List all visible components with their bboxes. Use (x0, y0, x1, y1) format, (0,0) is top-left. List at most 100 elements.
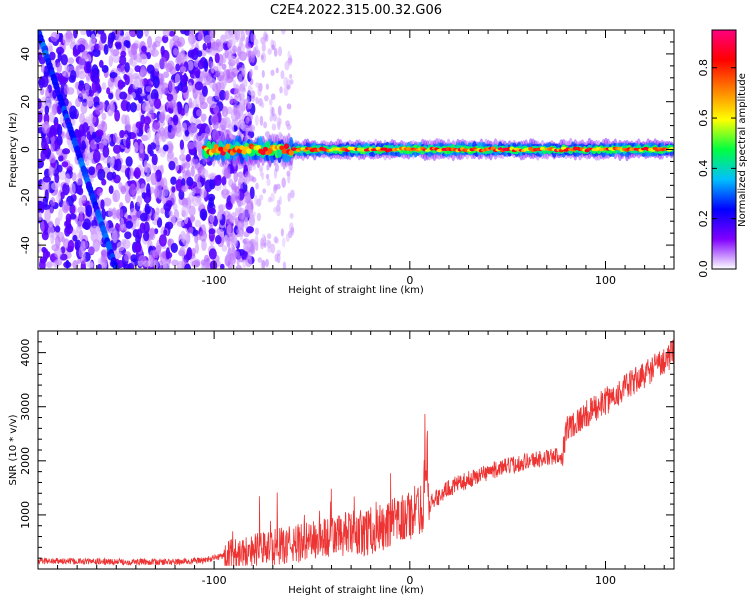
heatmap-cell (81, 50, 90, 60)
heatmap-cell (277, 105, 282, 117)
heatmap-cell (267, 247, 272, 253)
heatmap-cell (187, 124, 196, 133)
heatmap-cell (167, 238, 172, 249)
heatmap-cell (139, 142, 144, 154)
heatmap-cell (125, 137, 131, 150)
heatmap-cell (106, 103, 115, 117)
heatmap-cell (150, 172, 157, 186)
heatmap-xtick-label: -100 (202, 274, 227, 287)
heatmap-cell (225, 143, 231, 150)
heatmap-cell (273, 206, 277, 213)
heatmap-cell (131, 123, 138, 135)
heatmap-xtick-label: 0 (406, 274, 413, 287)
heatmap-cell (254, 114, 259, 126)
heatmap-cell (176, 221, 185, 228)
heatmap-cell (81, 140, 86, 150)
heatmap-cell (229, 95, 234, 104)
heatmap-cell (231, 212, 237, 221)
heatmap-cell (42, 176, 51, 183)
heatmap-cell (254, 235, 259, 246)
heatmap-cell (194, 195, 202, 203)
heatmap-cell (111, 230, 121, 241)
heatmap-cell (55, 258, 63, 266)
heatmap-cell (109, 71, 118, 79)
heatmap-cell (106, 87, 111, 95)
heatmap-cell (232, 45, 238, 54)
heatmap-cell (139, 65, 147, 78)
heatmap-cell (281, 177, 286, 188)
heatmap-cell (189, 215, 196, 223)
heatmap-cell (86, 98, 93, 108)
heatmap-cell (111, 207, 117, 220)
heatmap-cell (49, 206, 54, 214)
heatmap-cell (252, 211, 256, 217)
heatmap-cell (209, 260, 218, 269)
heatmap-cell (226, 250, 231, 262)
snr-ticks: -100 0 100 1000 2000 3000 4000 (19, 330, 674, 587)
heatmap-cell (38, 98, 42, 110)
heatmap-cell (82, 218, 92, 231)
heatmap-cell (50, 197, 56, 207)
heatmap-cell (170, 126, 176, 139)
heatmap-cell (168, 79, 175, 92)
heatmap-cell (265, 33, 269, 42)
heatmap-cell (287, 192, 291, 202)
colorbar-ticks: 0.0 0.2 0.4 0.6 0.8 (697, 59, 736, 278)
heatmap-cell (248, 208, 253, 215)
heatmap-cell (129, 168, 134, 180)
heatmap-cell (92, 149, 101, 163)
heatmap-cell (74, 240, 79, 251)
heatmap-cell (69, 105, 77, 119)
heatmap-cell (289, 212, 294, 219)
heatmap-cell (223, 111, 227, 122)
heatmap-cell (286, 84, 291, 90)
heatmap-cell (85, 61, 92, 74)
heatmap-cell (247, 242, 252, 248)
heatmap-cell (59, 253, 68, 261)
heatmap-cell (208, 196, 214, 209)
heatmap-cell (226, 41, 231, 49)
heatmap-cell (154, 36, 163, 44)
heatmap-cell (287, 50, 291, 60)
heatmap-cell (125, 156, 133, 167)
heatmap-cell (136, 195, 142, 207)
heatmap-cell (145, 85, 152, 93)
heatmap-cell (187, 81, 193, 93)
heatmap-cell (253, 38, 259, 46)
heatmap-cell (290, 189, 295, 199)
heatmap-cell (229, 74, 234, 82)
heatmap-cell (169, 99, 176, 110)
heatmap-cell (163, 202, 172, 212)
heatmap-cell (71, 172, 77, 181)
heatmap-cell (259, 115, 264, 126)
heatmap-cell (260, 54, 264, 60)
heatmap-cell (58, 170, 67, 181)
heatmap-cell (85, 82, 90, 92)
heatmap-cell (188, 33, 193, 45)
heatmap-cell (260, 102, 265, 109)
heatmap-cell (42, 248, 49, 261)
heatmap-cell (242, 259, 247, 269)
heatmap-cell (273, 47, 278, 57)
heatmap-cell (136, 52, 143, 63)
heatmap-cell (120, 186, 127, 195)
heatmap-cell (48, 155, 57, 164)
heatmap-cell (77, 206, 85, 214)
heatmap-cell (216, 213, 223, 221)
heatmap-cell (271, 106, 275, 117)
heatmap-cell (123, 263, 132, 269)
snr-ytick-label: 3000 (19, 393, 32, 421)
heatmap-cell (114, 158, 122, 172)
heatmap-cell (115, 42, 122, 50)
heatmap-cell (263, 95, 269, 102)
heatmap-cell (186, 141, 195, 150)
heatmap-cell (115, 67, 122, 76)
heatmap-cell (142, 260, 151, 267)
heatmap-cell (119, 91, 128, 100)
heatmap-cell (124, 231, 132, 240)
heatmap-cell (141, 45, 147, 53)
heatmap-cell (230, 257, 236, 266)
heatmap-cell (101, 82, 107, 90)
heatmap-cell (171, 259, 179, 266)
heatmap-cell (73, 30, 78, 39)
